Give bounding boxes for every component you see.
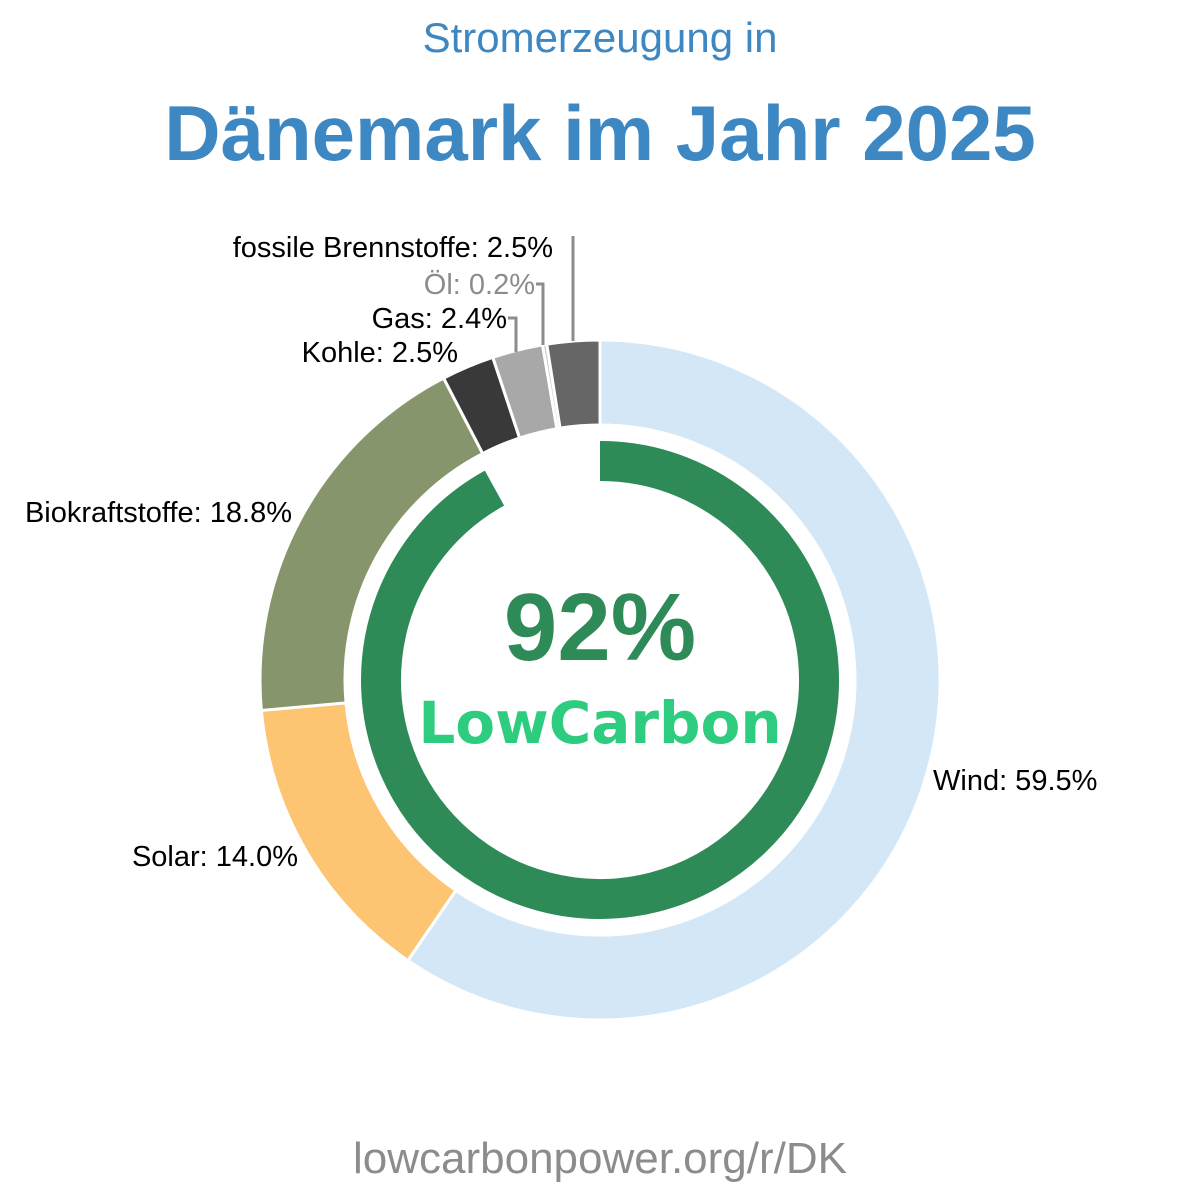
label-solar: Solar: 14.0% xyxy=(132,841,298,873)
slice-wind xyxy=(405,338,942,1022)
leader-gas xyxy=(508,316,518,352)
label-wind: Wind: 59.5% xyxy=(933,765,1097,797)
chart-subtitle: Stromerzeugung in xyxy=(422,14,778,61)
slice-labels: Wind: 59.5% Solar: 14.0% Biokraftstoffe: 1… xyxy=(25,232,1097,873)
label-kohle: Kohle: 2.5% xyxy=(302,337,458,369)
low-carbon-arc xyxy=(361,441,839,919)
chart-title: Dänemark im Jahr 2025 xyxy=(164,89,1036,177)
center-percentage: 92% xyxy=(504,574,696,681)
label-öl: Öl: 0.2% xyxy=(424,269,535,301)
lowcarbon-logo-text: LowCarbon xyxy=(418,689,781,757)
source-url: lowcarbonpower.org/r/DK xyxy=(352,1134,847,1183)
label-fossile-brennstoffe: fossile Brennstoffe: 2.5% xyxy=(233,232,553,264)
low-carbon-ring xyxy=(361,441,839,919)
slice-fossile-brennstoffe xyxy=(545,338,602,430)
leader-öl xyxy=(536,282,545,345)
label-gas: Gas: 2.4% xyxy=(372,303,507,335)
label-leader-lines xyxy=(508,236,575,352)
label-biokraftstoffe: Biokraftstoffe: 18.8% xyxy=(25,497,292,529)
donut-slices xyxy=(258,338,942,1022)
